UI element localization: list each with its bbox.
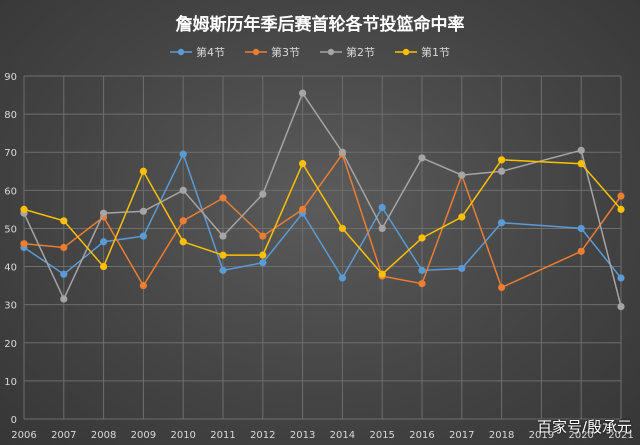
series-line-3 (23, 159, 622, 276)
y-tick-label-50: 50 (4, 224, 17, 235)
data-point-s3-2021 (617, 205, 625, 213)
x-tick-label-2019: 2019 (529, 430, 554, 441)
data-point-s1-2016 (418, 280, 426, 288)
x-tick-label-2009: 2009 (131, 430, 156, 441)
x-tick-label-2012: 2012 (250, 430, 275, 441)
data-point-s3-2015 (378, 270, 386, 278)
x-tick-label-2008: 2008 (91, 430, 116, 441)
legend-marker-1 (252, 48, 260, 56)
x-tick-label-2006: 2006 (11, 430, 36, 441)
data-point-s3-2010 (179, 238, 187, 246)
data-point-s2-2011 (219, 232, 227, 240)
data-point-s0-2015 (378, 203, 386, 212)
data-point-s1-2021 (617, 192, 625, 200)
series-line-1 (23, 152, 622, 289)
data-point-s0-2007 (60, 270, 68, 278)
data-point-s2-2020 (577, 146, 585, 154)
series-line-0 (23, 152, 622, 280)
data-point-s3-2020 (577, 160, 585, 168)
x-tick-label-2007: 2007 (51, 430, 76, 441)
legend-marker-0 (177, 48, 185, 56)
data-point-s1-2012 (259, 232, 267, 240)
data-point-s2-2008 (100, 209, 108, 217)
x-tick-label-2016: 2016 (409, 430, 434, 441)
x-tick-label-2018: 2018 (489, 430, 514, 441)
data-point-s2-2014 (338, 148, 346, 156)
data-point-s1-2009 (139, 282, 147, 290)
y-tick-label-0: 0 (11, 415, 17, 426)
legend-label-2: 第2节 (346, 45, 375, 59)
data-point-s2-2018 (498, 167, 506, 175)
data-point-s3-2011 (219, 251, 227, 259)
x-tick-label-2011: 2011 (210, 430, 235, 441)
data-point-s0-2010 (179, 150, 187, 158)
data-point-s0-2011 (219, 266, 227, 274)
x-tick-label-2014: 2014 (330, 430, 355, 441)
data-point-s2-2017 (458, 171, 466, 179)
data-point-s0-2012 (259, 259, 267, 267)
legend-label-0: 第4节 (196, 45, 225, 59)
chart-title: 詹姆斯历年季后赛首轮各节投篮命中率 (176, 14, 465, 35)
data-point-s1-2007 (60, 243, 68, 252)
data-point-s1-2013 (299, 205, 307, 213)
legend-label-3: 第1节 (421, 45, 450, 59)
data-point-s3-2006 (20, 205, 28, 213)
data-point-s3-2016 (418, 234, 426, 242)
legend-marker-2 (327, 48, 335, 56)
data-point-s3-2017 (458, 213, 466, 221)
data-point-s2-2013 (299, 89, 307, 97)
data-point-s0-2014 (338, 274, 346, 282)
y-tick-label-90: 90 (4, 72, 17, 83)
data-point-s3-2013 (299, 160, 307, 168)
x-tick-label-2020: 2020 (568, 430, 593, 441)
data-point-s0-2018 (498, 219, 506, 227)
data-point-s1-2010 (179, 217, 187, 225)
data-point-s0-2017 (458, 264, 466, 273)
data-point-s2-2012 (259, 190, 267, 198)
data-point-s3-2007 (60, 217, 68, 225)
x-tick-label-2021: 2021 (608, 430, 633, 441)
y-tick-label-10: 10 (4, 377, 17, 388)
data-point-s1-2018 (498, 283, 506, 292)
y-tick-label-30: 30 (4, 301, 17, 312)
legend-marker-3 (402, 48, 410, 56)
data-point-s0-2021 (617, 274, 625, 282)
y-tick-label-20: 20 (4, 339, 17, 350)
data-point-s3-2009 (139, 167, 147, 175)
x-tick-label-2013: 2013 (290, 430, 315, 441)
data-point-s2-2007 (60, 295, 68, 303)
data-point-s1-2020 (577, 247, 585, 255)
data-point-s0-2020 (577, 224, 585, 233)
data-point-s2-2021 (617, 302, 625, 311)
data-point-s2-2015 (378, 224, 386, 233)
y-tick-label-60: 60 (4, 186, 17, 197)
y-tick-label-70: 70 (4, 148, 17, 159)
data-point-s0-2016 (418, 266, 426, 274)
data-point-s1-2011 (219, 194, 227, 202)
x-tick-label-2017: 2017 (449, 430, 474, 441)
legend-label-1: 第3节 (271, 45, 300, 59)
data-point-s2-2016 (418, 154, 426, 162)
y-tick-label-80: 80 (4, 110, 17, 121)
data-point-s1-2006 (20, 240, 28, 248)
data-point-s2-2009 (139, 207, 147, 215)
x-tick-label-2010: 2010 (170, 430, 195, 441)
data-point-s2-2010 (179, 186, 187, 194)
watermark: 百家号/殷承元 (536, 418, 632, 436)
data-point-s0-2009 (139, 232, 147, 240)
x-tick-label-2015: 2015 (369, 430, 394, 441)
data-point-s3-2014 (338, 224, 346, 233)
data-point-s0-2008 (100, 238, 108, 246)
y-tick-label-40: 40 (4, 263, 17, 274)
data-point-s3-2018 (498, 156, 506, 164)
data-point-s3-2008 (100, 262, 108, 271)
data-point-s3-2012 (259, 251, 267, 259)
